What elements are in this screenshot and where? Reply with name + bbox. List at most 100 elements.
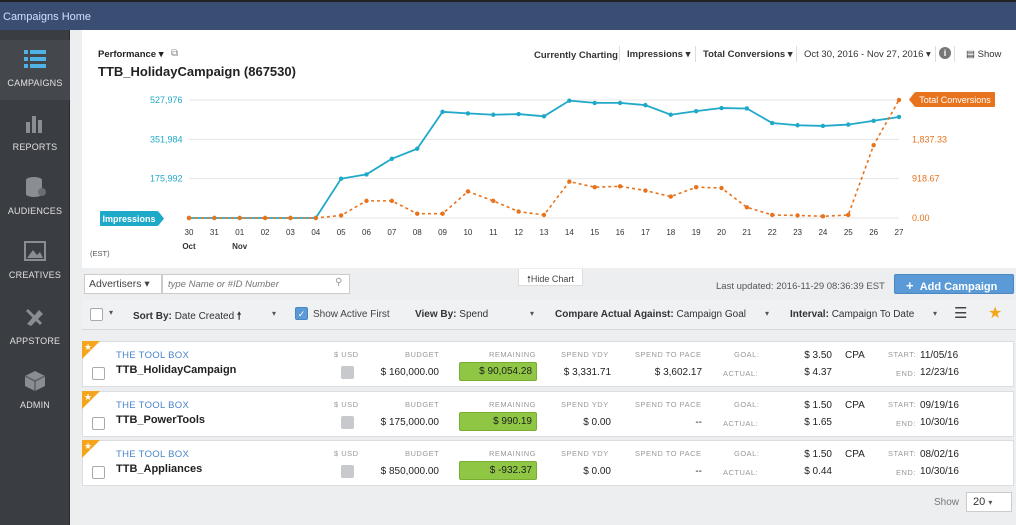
plus-icon: + <box>906 278 914 293</box>
metric2-dropdown[interactable]: Total Conversions ▾ <box>703 49 793 60</box>
x-axis-tick-label: 01 <box>235 228 244 237</box>
export-icon[interactable]: ⧉ <box>171 48 179 59</box>
data-point <box>592 184 597 190</box>
sidebar-item-appstore[interactable]: APPSTORE <box>0 306 70 362</box>
data-point <box>567 179 572 184</box>
sidebar-item-label: AUDIENCES <box>7 206 63 216</box>
add-campaign-button[interactable]: + Add Campaign <box>894 274 1014 294</box>
spend-yday-header: SPEND YDY <box>561 350 609 359</box>
remaining-value: $ -932.37 <box>489 465 532 476</box>
advertisers-dropdown[interactable]: Advertisers ▾ <box>84 274 162 294</box>
show-active-checkbox[interactable]: ✓ <box>295 307 308 320</box>
data-point <box>364 172 369 177</box>
favorite-star-flag[interactable] <box>82 440 100 458</box>
goal-header: GOAL: <box>734 449 760 458</box>
data-point <box>871 118 876 123</box>
chart-thumbnail-icon[interactable] <box>341 366 354 379</box>
spend-pace-header: SPEND TO PACE <box>635 400 702 409</box>
favorite-star-flag[interactable] <box>82 341 100 359</box>
audiences-icon <box>26 177 46 197</box>
x-axis-tick-label: 11 <box>489 228 498 237</box>
chart-thumbnail-icon[interactable] <box>341 416 354 429</box>
chart-thumbnail-icon[interactable] <box>341 465 354 478</box>
spend-yday-value: $ 0.00 <box>583 466 611 477</box>
star-icon: ★ <box>84 441 93 451</box>
select-all-checkbox[interactable] <box>90 308 103 321</box>
x-axis-tick-label: 14 <box>565 228 574 237</box>
sidebar-item-reports[interactable]: REPORTS <box>0 112 70 168</box>
list-view-icon[interactable]: ☰ <box>954 305 968 322</box>
advertiser-link[interactable]: THE TOOL BOX <box>116 449 190 460</box>
row-checkbox[interactable] <box>92 367 105 380</box>
metric1-dropdown[interactable]: Impressions ▾ <box>627 49 691 60</box>
legend-tag-pointer <box>158 211 164 226</box>
advertiser-link[interactable]: THE TOOL BOX <box>116 350 190 361</box>
data-point <box>440 211 445 216</box>
campaign-row[interactable]: ★ THE TOOL BOX TTB_PowerTools $ USD BUDGET $ … <box>82 391 1014 437</box>
hide-chart-button[interactable]: 🠕Hide Chart <box>518 269 583 286</box>
interval-dropdown[interactable]: Interval: Campaign To Date <box>790 309 915 320</box>
divider <box>935 46 936 62</box>
x-axis-tick-label: 18 <box>666 228 675 237</box>
favorites-star-icon[interactable]: ★ <box>988 305 1003 322</box>
data-point <box>719 185 724 191</box>
data-point <box>643 188 648 193</box>
sort-by-dropdown[interactable]: Sort By: Date Created 🠕 <box>133 311 242 322</box>
data-point <box>262 215 268 221</box>
search-input[interactable] <box>162 274 350 294</box>
data-point <box>693 108 699 114</box>
performance-chart: 527,976 351,984 175,992 1,837.33 918.67 0.00 3… <box>90 92 995 258</box>
x-axis-tick-label: 22 <box>768 228 777 237</box>
data-point <box>896 97 902 103</box>
sort-by-caret[interactable]: ▾ <box>272 309 277 318</box>
campaign-row[interactable]: ★ THE TOOL BOX TTB_Appliances $ USD BUDGET $ … <box>82 440 1014 486</box>
sidebar-item-campaigns[interactable]: CAMPAIGNS <box>0 40 70 100</box>
date-range-dropdown[interactable]: Oct 30, 2016 - Nov 27, 2016 ▾ <box>804 49 931 60</box>
info-icon[interactable]: i <box>939 47 951 59</box>
sidebar-item-audiences[interactable]: AUDIENCES <box>0 176 70 232</box>
timezone-label: (EST) <box>90 249 110 258</box>
performance-dropdown[interactable]: Performance ▾ <box>98 49 164 60</box>
compare-dropdown[interactable]: Compare Actual Against: Campaign Goal <box>555 309 746 320</box>
row-checkbox[interactable] <box>92 417 105 430</box>
data-point <box>415 146 420 151</box>
campaign-name-link[interactable]: TTB_HolidayCampaign <box>116 364 237 376</box>
left-axis-tick-label: 351,984 <box>150 134 183 144</box>
spend-yday-header: SPEND YDY <box>561 400 609 409</box>
campaign-name-link[interactable]: TTB_Appliances <box>116 463 203 475</box>
data-point <box>871 143 876 148</box>
interval-caret[interactable]: ▾ <box>933 309 938 318</box>
select-menu-caret[interactable]: ▾ <box>109 308 114 317</box>
view-by-caret[interactable]: ▾ <box>530 309 535 318</box>
x-axis-tick-label: 26 <box>869 228 878 237</box>
view-by-dropdown[interactable]: View By: Spend <box>415 309 489 320</box>
comment-icon: ▤ <box>966 49 975 60</box>
sidebar-item-creatives[interactable]: CREATIVES <box>0 240 70 296</box>
spend-pace-value: $ 3,602.17 <box>654 367 702 378</box>
legend-tag-impressions <box>100 211 158 226</box>
data-point <box>668 194 673 199</box>
page-size-select[interactable]: 20 ▾ <box>966 492 1012 512</box>
top-bar: Campaigns Home <box>0 0 1016 30</box>
sidebar-item-admin[interactable]: ADMIN <box>0 370 70 426</box>
divider <box>954 46 955 62</box>
campaign-row[interactable]: ★ THE TOOL BOX TTB_HolidayCampaign $ USD BUD… <box>82 341 1014 387</box>
data-point <box>896 114 902 120</box>
data-point <box>643 102 648 108</box>
campaign-name-link[interactable]: TTB_PowerTools <box>116 414 206 426</box>
favorite-star-flag[interactable] <box>82 391 100 409</box>
show-toggle[interactable]: ▤ Show <box>966 49 1002 60</box>
compare-caret[interactable]: ▾ <box>765 309 770 318</box>
data-point <box>770 212 775 218</box>
x-axis-month-label: Oct <box>182 242 196 251</box>
data-point <box>592 100 597 106</box>
advertiser-link[interactable]: THE TOOL BOX <box>116 400 190 411</box>
spend-pace-value: -- <box>695 466 702 477</box>
budget-value: $ 175,000.00 <box>380 417 439 428</box>
search-icon: ⚲ <box>335 277 343 288</box>
currency-header: $ USD <box>334 350 359 359</box>
right-axis-tick-label: 918.67 <box>912 174 940 184</box>
row-checkbox[interactable] <box>92 466 105 479</box>
data-point <box>846 212 851 218</box>
breadcrumb-campaigns-home[interactable]: Campaigns Home <box>3 11 92 23</box>
